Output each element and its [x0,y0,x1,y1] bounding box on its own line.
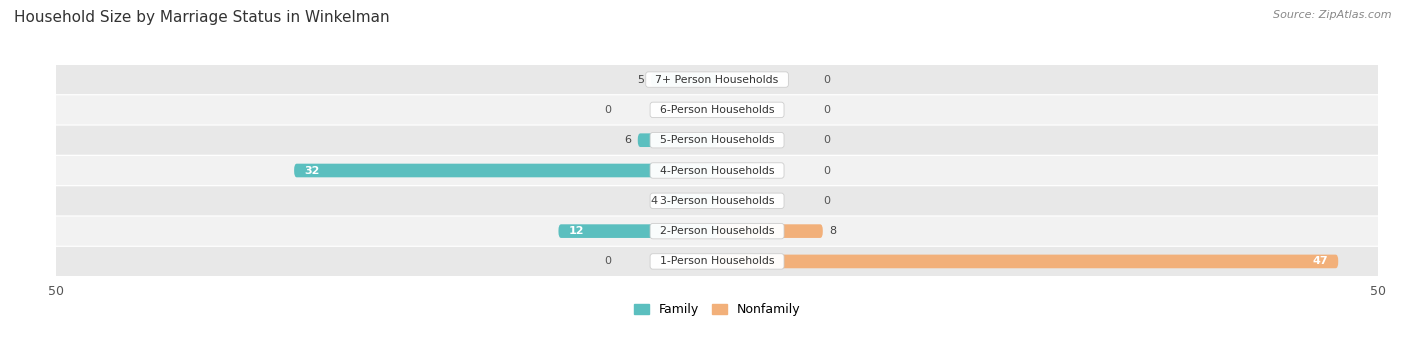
Text: Household Size by Marriage Status in Winkelman: Household Size by Marriage Status in Win… [14,10,389,25]
Text: 1-Person Households: 1-Person Households [652,256,782,266]
Text: 2-Person Households: 2-Person Households [652,226,782,236]
Text: 0: 0 [605,105,612,115]
FancyBboxPatch shape [558,224,717,238]
FancyBboxPatch shape [717,224,823,238]
Text: 0: 0 [823,165,830,176]
FancyBboxPatch shape [638,133,717,147]
Text: 3-Person Households: 3-Person Households [652,196,782,206]
Text: 0: 0 [823,75,830,85]
Text: 0: 0 [823,196,830,206]
FancyBboxPatch shape [717,255,1339,268]
Text: 12: 12 [569,226,585,236]
FancyBboxPatch shape [49,95,1385,124]
FancyBboxPatch shape [49,65,1385,94]
FancyBboxPatch shape [49,247,1385,276]
FancyBboxPatch shape [49,217,1385,246]
Text: 7+ Person Households: 7+ Person Households [648,75,786,85]
Text: 6: 6 [624,135,631,145]
Text: 47: 47 [1312,256,1327,266]
Text: 6-Person Households: 6-Person Households [652,105,782,115]
Text: 4-Person Households: 4-Person Households [652,165,782,176]
Text: 0: 0 [605,256,612,266]
Text: 0: 0 [823,105,830,115]
FancyBboxPatch shape [49,186,1385,216]
FancyBboxPatch shape [664,194,717,208]
Text: 5-Person Households: 5-Person Households [652,135,782,145]
FancyBboxPatch shape [294,164,717,177]
Text: 32: 32 [305,165,321,176]
Legend: Family, Nonfamily: Family, Nonfamily [628,298,806,321]
FancyBboxPatch shape [49,156,1385,185]
Text: 8: 8 [830,226,837,236]
Text: 0: 0 [823,135,830,145]
FancyBboxPatch shape [651,73,717,86]
Text: Source: ZipAtlas.com: Source: ZipAtlas.com [1274,10,1392,20]
Text: 4: 4 [651,196,658,206]
Text: 5: 5 [637,75,644,85]
FancyBboxPatch shape [49,125,1385,155]
